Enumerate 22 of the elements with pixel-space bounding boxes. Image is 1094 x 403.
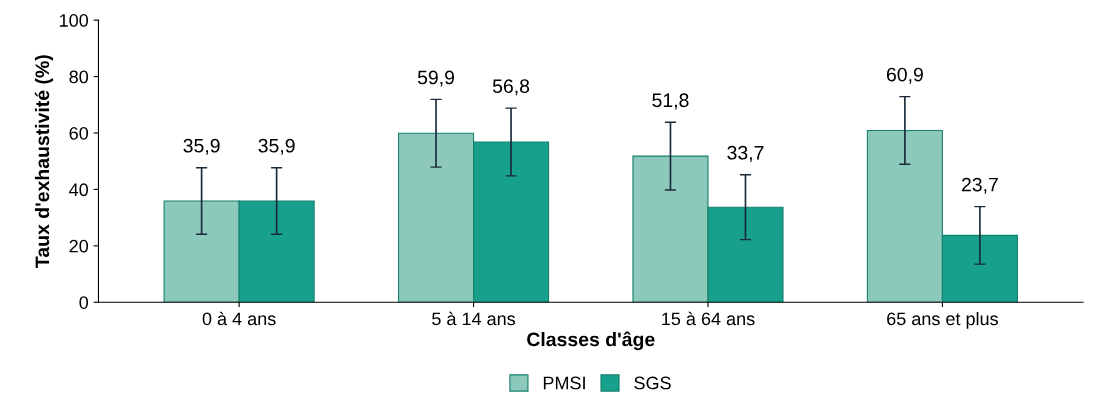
data-label: 60,9 [886, 67, 923, 84]
data-label: 59,9 [417, 70, 455, 87]
y-tick-label: 40 [69, 183, 89, 197]
data-label: 51,8 [652, 93, 689, 110]
y-tick-label: 20 [69, 239, 89, 253]
y-tick-label: 60 [69, 126, 89, 140]
data-label: 35,9 [183, 138, 220, 155]
data-label: 35,9 [258, 138, 295, 155]
data-label: 33,7 [727, 145, 764, 162]
data-label: 56,8 [492, 79, 530, 96]
y-tick-label: 100 [59, 14, 89, 27]
x-axis-title: Classes d'âge [527, 331, 655, 351]
y-axis-title: Taux d'exhaustivité (%) [34, 55, 54, 268]
y-tick-label: 80 [69, 70, 89, 84]
legend-label: SGS [634, 376, 671, 390]
legend-label: PMSI [543, 376, 585, 390]
y-tick-label: 0 [79, 296, 89, 309]
x-tick-label: 65 ans et plus [887, 311, 998, 329]
x-tick-label: 0 à 4 ans [202, 311, 276, 326]
x-tick-label: 5 à 14 ans [432, 311, 516, 326]
data-label: 23,7 [961, 177, 998, 194]
x-tick-label: 15 à 64 ans [662, 311, 755, 326]
